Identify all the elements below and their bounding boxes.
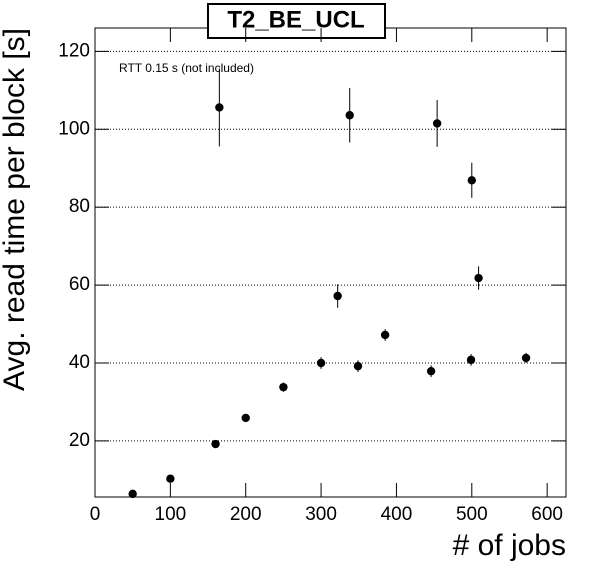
data-point	[241, 413, 250, 423]
y-tick-label: 60	[69, 274, 90, 295]
data-point	[166, 474, 175, 483]
data-point	[128, 489, 137, 499]
x-tick-label: 100	[155, 504, 187, 525]
x-tick-label: 500	[456, 504, 488, 525]
data-point	[521, 353, 531, 363]
title-box	[207, 3, 386, 39]
x-tick-label: 0	[90, 504, 101, 525]
data-point	[353, 361, 363, 371]
y-tick-label: 120	[58, 40, 90, 61]
x-tick-label: 300	[305, 504, 337, 525]
data-point	[333, 291, 342, 301]
plot-frame	[94, 27, 567, 498]
y-tick-label: 20	[69, 430, 90, 451]
data-point	[466, 355, 476, 365]
x-axis-title: # of jobs	[453, 529, 566, 562]
y-axis-title: Avg. read time per block [s]	[0, 28, 31, 391]
annotation: RTT 0.15 s (not included)	[119, 61, 254, 75]
data-point	[211, 439, 220, 449]
x-tick-label: 200	[230, 504, 262, 525]
data-point	[467, 176, 476, 185]
chart-title: T2_BE_UCL	[227, 6, 364, 33]
data-point	[345, 111, 354, 120]
data-point	[474, 273, 483, 283]
x-tick-label: 400	[381, 504, 413, 525]
data-point	[316, 358, 326, 368]
y-tick-label: 40	[69, 352, 90, 373]
data-point	[279, 382, 288, 392]
y-tick-label: 100	[58, 118, 90, 139]
y-tick-label: 80	[69, 196, 90, 217]
data-point	[432, 119, 442, 128]
x-tick-label: 600	[531, 504, 563, 525]
data-point	[426, 366, 436, 376]
data-point	[380, 330, 390, 340]
data-point	[215, 103, 224, 112]
